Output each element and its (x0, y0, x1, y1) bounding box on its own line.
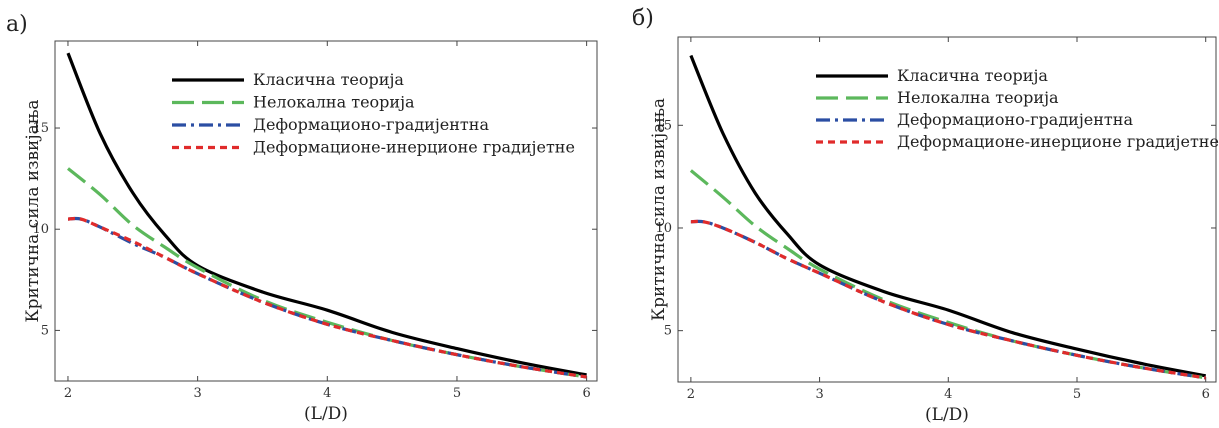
series-line-3 (67, 216, 587, 379)
legend-label-2: Нелокална теорија (897, 88, 1059, 107)
y-axis-title: Критична сила извијања (649, 98, 669, 321)
x-tick-label: 5 (453, 386, 461, 401)
y-tick-label: 10 (32, 222, 49, 237)
series-line-1 (66, 52, 587, 377)
plot-frame (54, 40, 598, 382)
series-line-1 (689, 54, 1206, 378)
legend-label-3: Деформационо-градијентна (253, 115, 489, 134)
legend-label-2: Нелокална теорија (253, 93, 415, 112)
legend-label-4: Деформационе-инерционе градијетне (253, 138, 575, 157)
x-tick-label: 5 (1073, 387, 1081, 402)
panel-b-label: б) (632, 6, 654, 31)
series-line-2 (66, 167, 587, 379)
legend-label-1: Класична теорија (897, 66, 1048, 85)
x-tick-label: 2 (64, 386, 72, 401)
plot-frame (677, 36, 1217, 383)
x-tick-label: 4 (323, 386, 331, 401)
y-tick-label: 15 (32, 121, 49, 136)
series-line-3 (690, 219, 1206, 380)
x-tick-label: 2 (687, 387, 695, 402)
series-line-4 (67, 216, 587, 379)
chart-b: 2 3 4 5 6 5 10 15 (L/D) Критична сила извијања Кла… (649, 36, 1219, 425)
x-axis-title: (L/D) (925, 405, 969, 425)
legend-label-4: Деформационе-инерционе градијетне (897, 132, 1219, 151)
x-axis-title: (L/D) (304, 404, 348, 424)
y-tick-label: 5 (41, 323, 49, 338)
y-tick-label: 10 (655, 221, 672, 236)
chart-a: 2 3 4 5 6 5 10 15 (L/D) Критична сила извијања Кла… (23, 40, 598, 424)
x-tick-label: 3 (815, 387, 823, 402)
legend-label-3: Деформационо-градијентна (897, 110, 1133, 129)
series-line-2 (689, 169, 1206, 380)
y-axis-title: Критична сила извијања (23, 99, 43, 322)
y-tick-label: 15 (655, 118, 672, 133)
legend-label-1: Класична теорија (253, 70, 404, 89)
series-line-4 (690, 219, 1206, 380)
panel-a-label: а) (6, 12, 28, 37)
y-tick-label: 5 (664, 324, 672, 339)
x-tick-label: 3 (193, 386, 201, 401)
x-tick-label: 4 (944, 387, 952, 402)
x-tick-label: 6 (1202, 387, 1210, 402)
x-tick-label: 6 (582, 386, 590, 401)
